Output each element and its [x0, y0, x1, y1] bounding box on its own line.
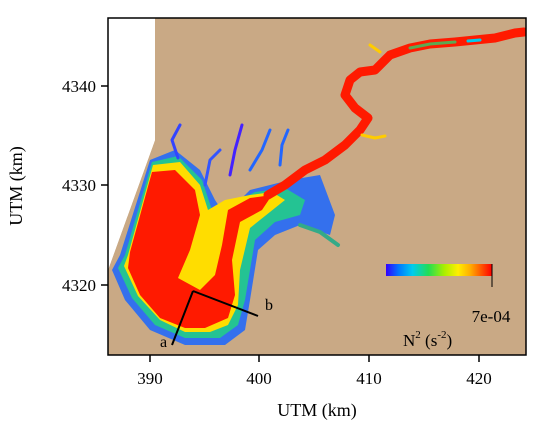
plot-frame [107, 17, 527, 356]
y-axis-title: UTM (km) [6, 146, 27, 226]
colorbar-max-label: 7e-04 [472, 307, 511, 326]
tributary-3 [228, 123, 244, 177]
tributary-6 [298, 223, 340, 247]
section-line-b [192, 290, 259, 317]
tributary-4 [248, 128, 272, 172]
colorbar: 7e-04 N2 (s-2) [386, 264, 511, 350]
tributary-7 [360, 133, 387, 140]
map-area [108, 18, 526, 355]
colorbar-gradient [386, 264, 492, 276]
colorbar-title-exp: 2 [415, 329, 421, 341]
section-line-a [171, 290, 194, 346]
colorbar-title-base: N [403, 331, 415, 350]
x-axis-title: UTM (km) [277, 400, 357, 421]
tributaries [170, 43, 387, 247]
tributary-5 [278, 128, 290, 167]
tributary-2 [203, 148, 222, 187]
y-tick-label: 4320 [62, 276, 96, 295]
x-axis: 390 400 410 420 UTM (km) [137, 355, 492, 421]
colorbar-title-unit-open: (s [421, 331, 438, 350]
bay-core-high-n2 [128, 170, 272, 328]
section-end-label: b [265, 297, 273, 314]
section-start-label: a [160, 334, 167, 351]
x-tick-label: 400 [246, 369, 272, 388]
y-tick-label: 4330 [62, 176, 96, 195]
x-tick-label: 390 [137, 369, 163, 388]
river-channel-edge-2 [466, 38, 482, 43]
colorbar-title-unit-close: ) [446, 331, 452, 350]
tributary-8 [368, 43, 382, 54]
x-tick-label: 410 [356, 369, 382, 388]
river-channel-edge [408, 40, 457, 50]
colorbar-title-unit-exp: -2 [437, 329, 446, 341]
no-data-region [108, 18, 155, 270]
y-tick-label: 4340 [62, 77, 96, 96]
y-axis: 4320 4330 4340 UTM (km) [6, 77, 108, 295]
tributary-1 [170, 123, 182, 160]
colorbar-title: N2 (s-2) [403, 329, 452, 350]
x-tick-label: 420 [466, 369, 492, 388]
